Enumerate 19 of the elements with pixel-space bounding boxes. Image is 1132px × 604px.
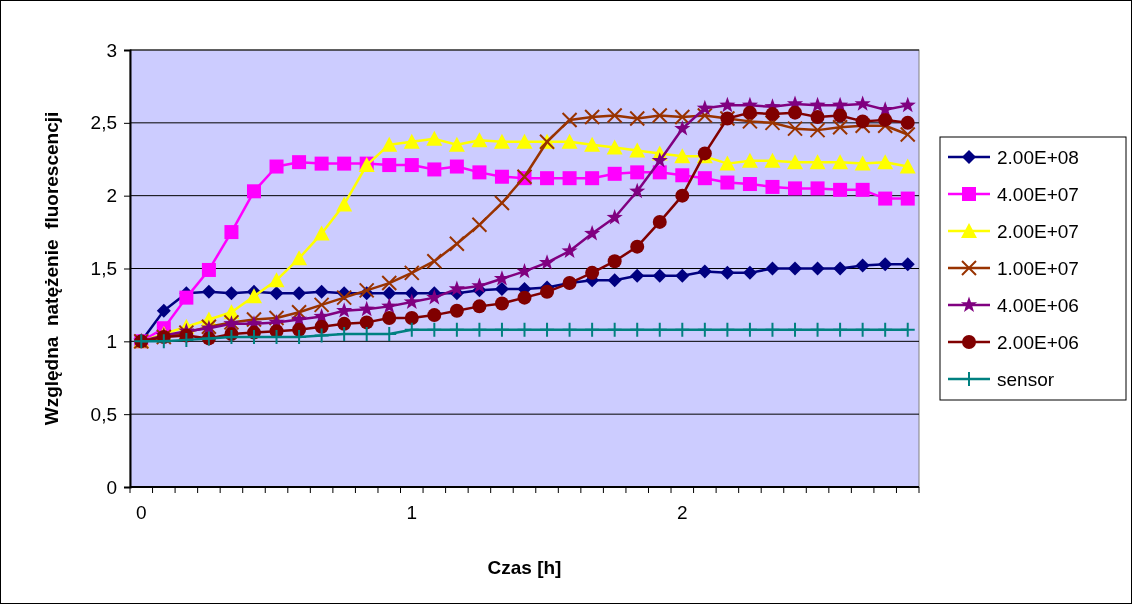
legend-label: 1.00E+07: [997, 258, 1079, 279]
y-tick-label: 1: [106, 330, 117, 352]
x-tick-label: 2: [677, 502, 688, 523]
legend-label: sensor: [997, 369, 1055, 390]
y-tick-label: 2: [106, 185, 117, 207]
y-tick-label: 0,5: [90, 403, 117, 425]
y-tick-label: 3: [106, 39, 117, 61]
y-tick-label: 1,5: [90, 258, 117, 280]
y-tick-label: 0: [106, 476, 117, 498]
x-tick-label: 0: [135, 502, 147, 523]
y-tick-label: 2,5: [90, 112, 117, 134]
legend-label: 4.00E+07: [997, 184, 1079, 205]
legend-label: 2.00E+08: [997, 147, 1079, 168]
x-axis-title: Czas [h]: [487, 557, 562, 578]
legend-label: 4.00E+06: [997, 295, 1079, 316]
x-tick-label: 1: [406, 502, 418, 523]
legend-label: 2.00E+07: [997, 221, 1079, 242]
y-axis-title: Względna natężenie fluorescencji: [41, 111, 62, 426]
legend-label: 2.00E+06: [997, 332, 1079, 353]
